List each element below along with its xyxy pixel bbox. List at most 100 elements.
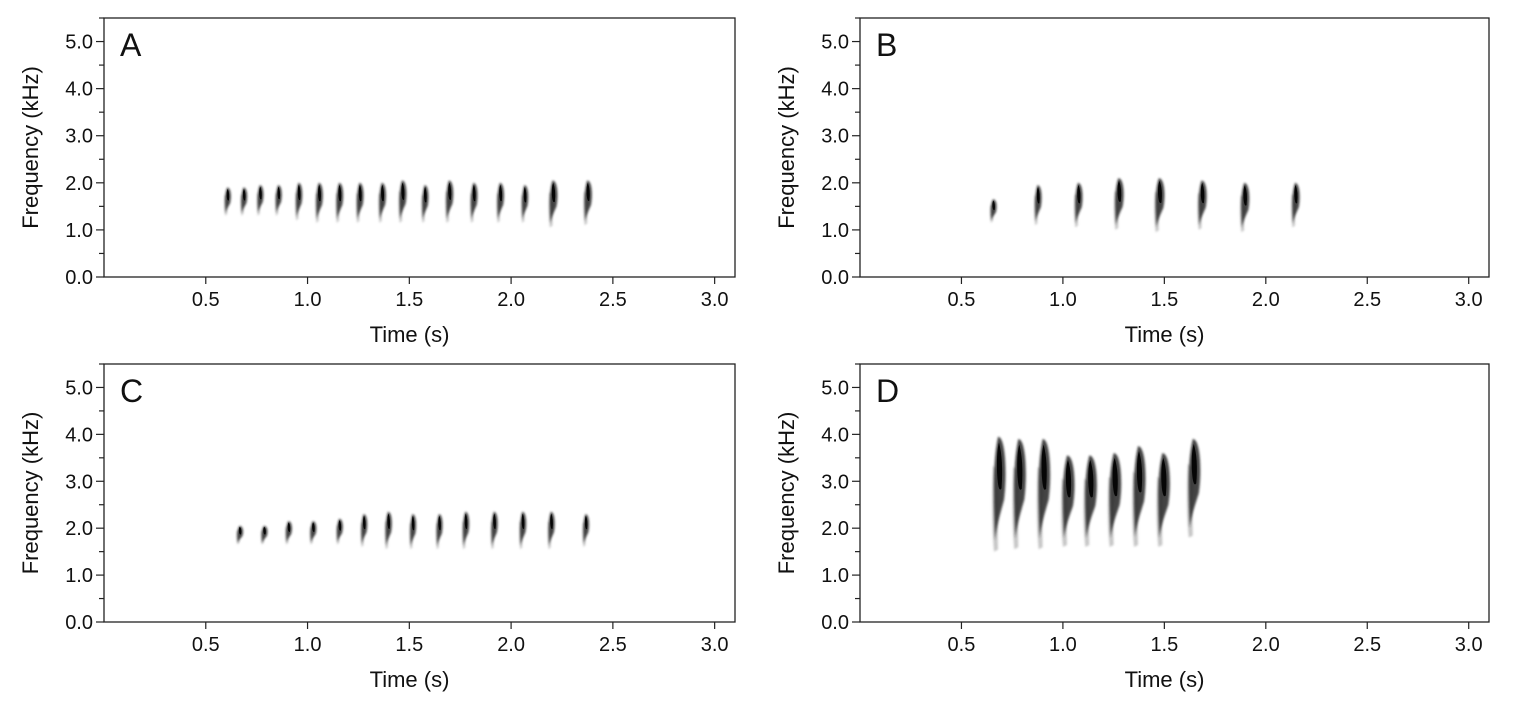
note-mark	[224, 187, 231, 216]
y-tick-label: 5.0	[65, 377, 93, 399]
y-tick-label: 4.0	[65, 79, 93, 101]
panel-letter: C	[120, 373, 143, 409]
note-mark	[445, 180, 454, 223]
x-tick-label: 1.0	[1049, 634, 1077, 656]
x-tick-label: 3.0	[701, 634, 729, 656]
note-mark	[384, 511, 392, 550]
panel-b: 0.0 1.0 2.0 3.0 4.0 5.0 0.5 1.0 1.5 2.0 2.5 3.0 Time…	[774, 17, 1490, 347]
y-tick-label: 0.0	[821, 267, 849, 289]
y-tick-label: 2.0	[65, 173, 93, 195]
note-mark	[285, 521, 293, 545]
y-axis-label: Frequency (kHz)	[18, 412, 43, 575]
note-mark	[1012, 439, 1026, 550]
note-mark	[490, 511, 498, 550]
note-mark	[519, 511, 527, 550]
y-tick-label: 0.0	[65, 612, 93, 634]
note-mark	[1240, 182, 1250, 233]
y-tick-label: 3.0	[821, 126, 849, 148]
note-mark	[547, 511, 555, 550]
note-mark	[992, 436, 1006, 552]
note-mark	[1114, 178, 1124, 230]
y-tick-label: 3.0	[65, 126, 93, 148]
x-tick-label: 3.0	[1455, 634, 1483, 656]
x-tick-label: 2.5	[1353, 289, 1381, 311]
y-axis-label: Frequency (kHz)	[774, 412, 799, 575]
plot-frame	[103, 363, 736, 623]
note-mark	[1034, 185, 1042, 226]
y-axis-label: Frequency (kHz)	[774, 66, 799, 229]
note-mark	[1036, 439, 1051, 550]
note-mark	[583, 180, 592, 226]
y-axis-label: Frequency (kHz)	[18, 66, 43, 229]
note-mark	[1156, 453, 1170, 547]
y-tick-label: 4.0	[65, 424, 93, 446]
x-tick-label: 2.0	[497, 634, 525, 656]
x-tick-label: 2.0	[1252, 634, 1280, 656]
x-tick-label: 2.5	[599, 289, 627, 311]
note-mark	[1074, 182, 1083, 228]
x-tick-label: 2.5	[1353, 634, 1381, 656]
note-mark	[462, 511, 470, 550]
x-tick-label: 1.0	[294, 289, 322, 311]
note-mark	[496, 182, 505, 223]
x-axis-label: Time (s)	[370, 322, 450, 347]
note-mark	[398, 180, 407, 223]
plot-frame	[103, 17, 736, 278]
x-tick-label: 1.5	[395, 634, 423, 656]
x-tick-label: 1.5	[1150, 634, 1178, 656]
x-axis-label: Time (s)	[1125, 667, 1205, 692]
note-mark	[1291, 182, 1300, 228]
note-mark	[315, 182, 323, 223]
y-tick-label: 5.0	[65, 32, 93, 54]
x-tick-label: 1.0	[294, 634, 322, 656]
y-tick-label: 0.0	[65, 267, 93, 289]
plot-frame	[859, 17, 1490, 278]
note-mark	[309, 521, 317, 545]
note-mark	[295, 182, 303, 221]
x-tick-label: 0.5	[948, 289, 976, 311]
note-mark	[435, 514, 443, 550]
y-tick-label: 1.0	[65, 220, 93, 242]
note-mark	[356, 182, 364, 223]
note-mark	[378, 182, 386, 223]
y-tick-label: 0.0	[821, 612, 849, 634]
note-mark	[421, 185, 429, 223]
note-mark	[1061, 455, 1075, 547]
note-mark	[260, 525, 268, 545]
plot-frame	[859, 363, 1490, 623]
x-axis-label: Time (s)	[1125, 322, 1205, 347]
note-mark	[335, 182, 344, 223]
panel-d: 0.0 1.0 2.0 3.0 4.0 5.0 0.5 1.0 1.5 2.0 2.5 3.0 Time…	[774, 363, 1490, 692]
y-tick-label: 4.0	[821, 79, 849, 101]
note-mark	[521, 185, 529, 223]
note-mark	[548, 180, 558, 228]
note-mark	[1083, 455, 1097, 547]
note-mark	[1186, 439, 1201, 538]
x-tick-label: 2.5	[599, 634, 627, 656]
y-tick-label: 1.0	[65, 565, 93, 587]
panel-letter: A	[120, 27, 142, 63]
y-tick-label: 3.0	[821, 471, 849, 493]
x-axis-label: Time (s)	[370, 667, 450, 692]
y-tick-label: 2.0	[821, 173, 849, 195]
y-tick-label: 1.0	[821, 220, 849, 242]
panel-letter: D	[876, 373, 899, 409]
x-tick-label: 0.5	[192, 289, 220, 311]
note-mark	[1107, 453, 1122, 547]
note-mark	[470, 182, 478, 223]
panel-a: 0.0 1.0 2.0 3.0 4.0 5.0 0.5 1.0 1.5 2.0 2.5 3.0 Time…	[18, 17, 736, 347]
note-mark	[236, 525, 244, 545]
x-tick-label: 0.5	[948, 634, 976, 656]
x-tick-label: 3.0	[701, 289, 729, 311]
note-mark	[409, 514, 417, 550]
y-tick-label: 5.0	[821, 32, 849, 54]
y-tick-label: 5.0	[821, 377, 849, 399]
note-mark	[1154, 178, 1165, 233]
y-tick-label: 1.0	[821, 565, 849, 587]
panel-letter: B	[876, 27, 897, 63]
y-tick-label: 4.0	[821, 424, 849, 446]
x-tick-label: 2.0	[1252, 289, 1280, 311]
note-mark	[256, 185, 264, 216]
panel-c: 0.0 1.0 2.0 3.0 4.0 5.0 0.5 1.0 1.5 2.0 2.5 3.0 Time…	[18, 363, 736, 692]
